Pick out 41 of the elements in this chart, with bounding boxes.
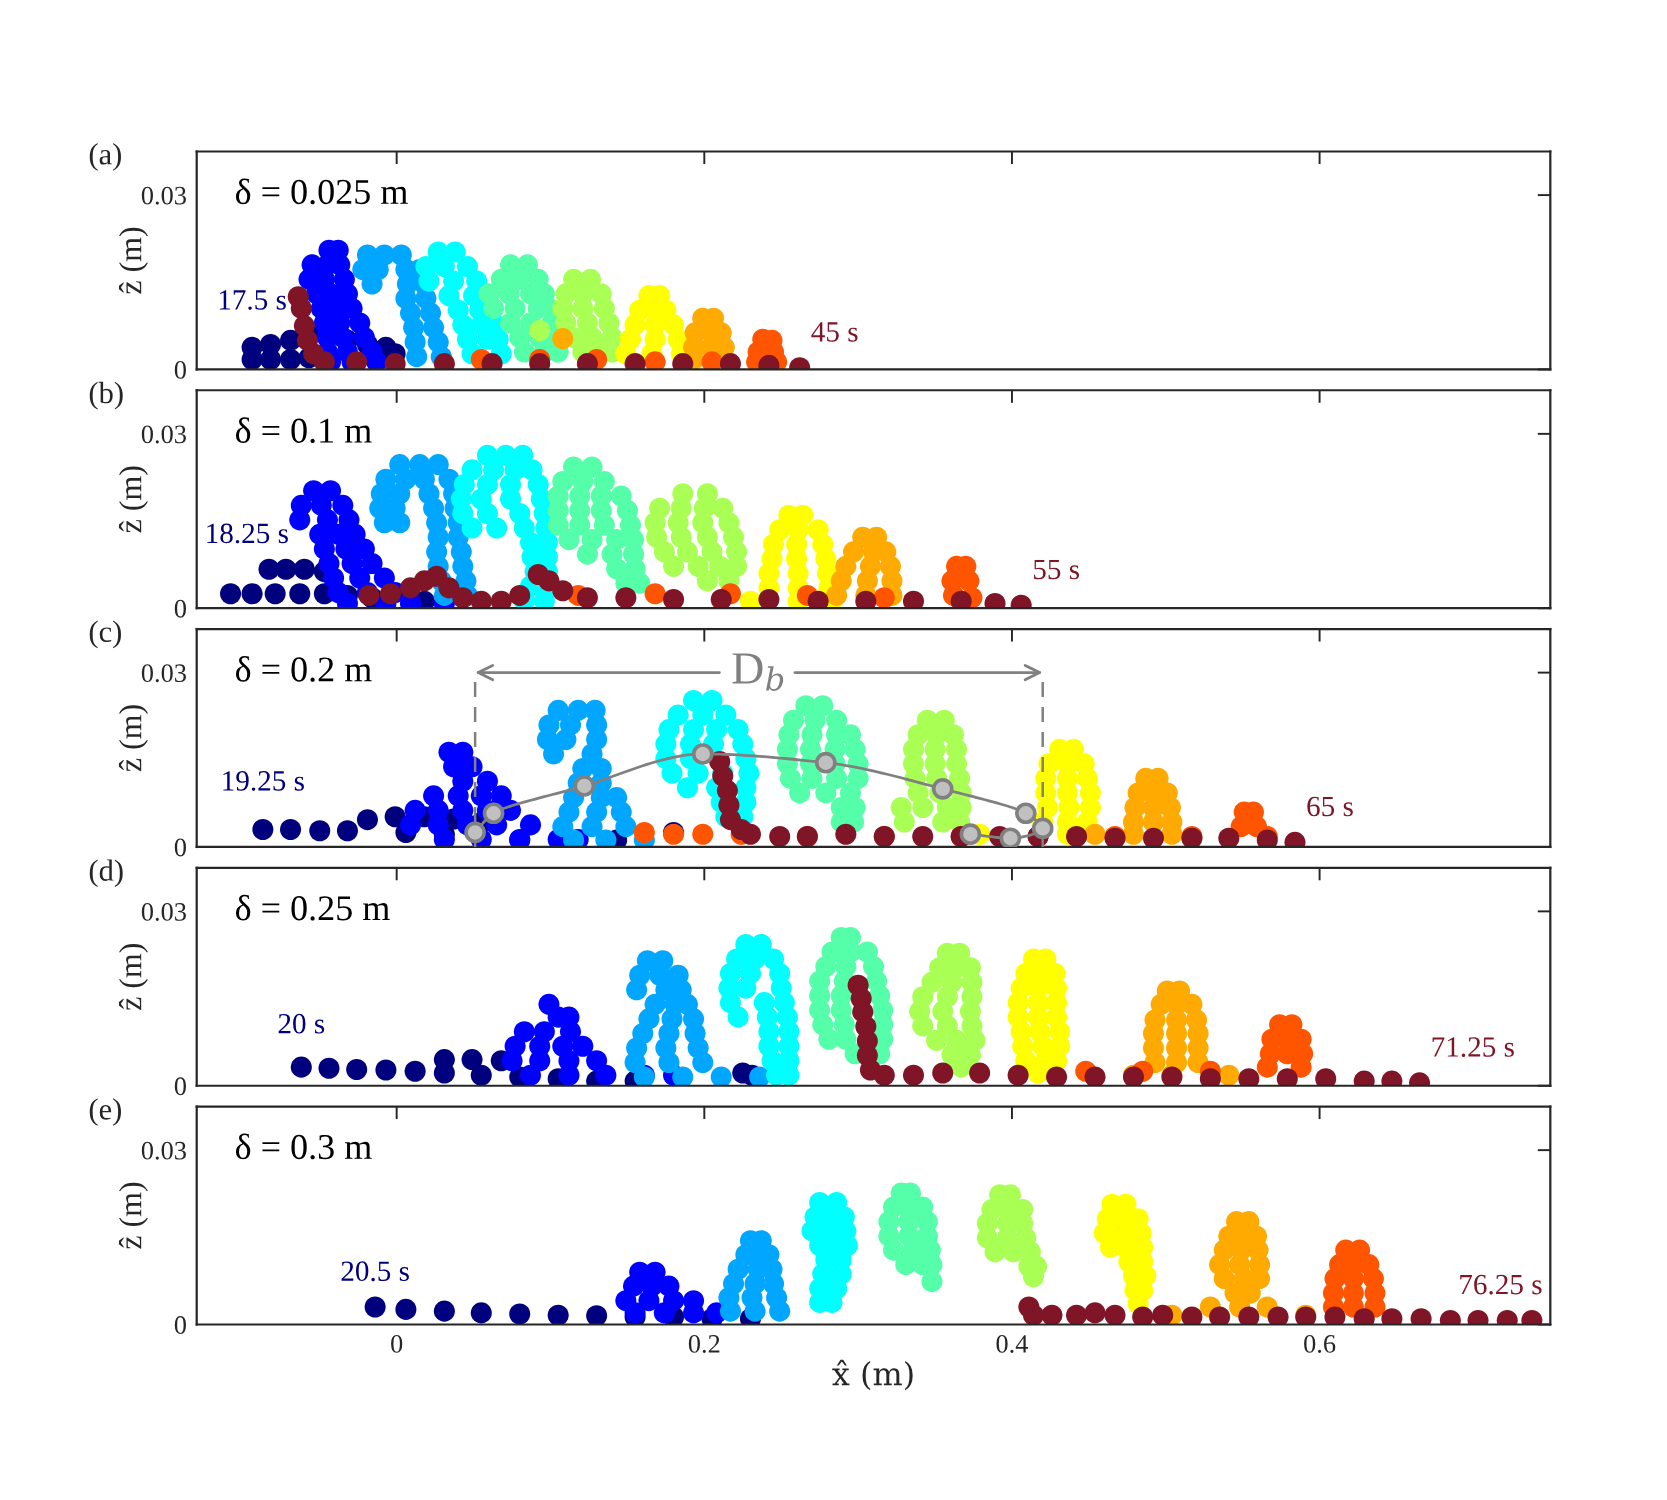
annotation: δ = 0.25 m	[235, 894, 390, 921]
chart-title: (e)	[89, 1098, 121, 1126]
series-label: 65 s	[1307, 796, 1353, 817]
series-label: 20.5 s	[341, 1261, 409, 1282]
chart-title: (a)	[89, 143, 121, 171]
y-axis-title: ẑ (m)	[118, 227, 148, 294]
chart-title: (c)	[89, 620, 121, 649]
y-tick-label: 0	[174, 361, 186, 379]
y-tick-label: 0.03	[141, 1141, 186, 1160]
y-tick-label: 0	[174, 1316, 186, 1334]
series-label: 76.25 s	[1460, 1274, 1542, 1295]
chart-title: (d)	[89, 859, 123, 888]
series-label: 55 s	[1033, 559, 1080, 580]
annotation: δ = 0.2 m	[235, 656, 372, 682]
annotation: δ = 0.025 m	[235, 178, 408, 205]
x-tick-label: 0.4	[996, 1334, 1029, 1353]
y-axis-title: ẑ (m)	[118, 1182, 148, 1249]
y-tick-label: 0.03	[141, 902, 186, 921]
y-axis-title: ẑ (m)	[118, 705, 148, 772]
series-label: 45 s	[811, 322, 858, 342]
y-axis-title: ẑ (m)	[118, 466, 148, 533]
chart-title: (b)	[89, 381, 123, 410]
y-tick-label: 0	[174, 1077, 186, 1096]
series-label: 19.25 s	[223, 771, 304, 791]
annotation: D$_{b}$	[732, 653, 784, 691]
y-axis-title: ẑ (m)	[118, 944, 148, 1011]
annotation: δ = 0.1 m	[235, 417, 372, 444]
y-tick-label: 0	[174, 599, 186, 618]
x-tick-label: 0.6	[1304, 1334, 1336, 1353]
series-label: 20 s	[278, 1013, 325, 1034]
x-tick-label: 0.2	[688, 1334, 720, 1353]
series-label: 17.5 s	[219, 290, 286, 310]
y-tick-label: 0.03	[141, 425, 186, 444]
series-label: 71.25 s	[1432, 1037, 1514, 1057]
x-tick-label: 0	[391, 1334, 403, 1353]
series-label: 18.25 s	[207, 523, 288, 544]
x-axis-title: x̂ (m)	[832, 1359, 913, 1391]
y-tick-label: 0.03	[141, 664, 186, 683]
y-tick-label: 0.03	[141, 186, 186, 205]
y-tick-label: 0	[174, 838, 186, 857]
annotation: δ = 0.3 m	[235, 1133, 372, 1160]
